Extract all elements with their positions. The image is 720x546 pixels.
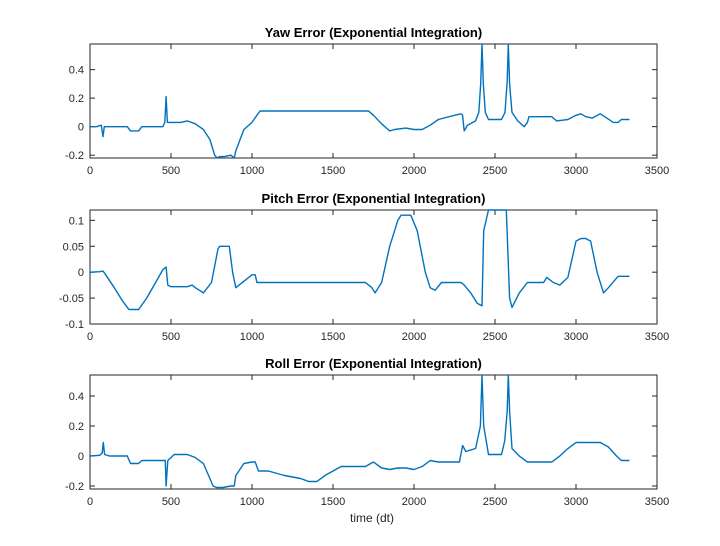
pitch-error-x-tick-label: 3500 (645, 331, 669, 343)
pitch-error-y-tick-label: -0.05 (59, 293, 84, 305)
yaw-error-x-tick-label: 3500 (645, 165, 669, 177)
roll-error-x-tick-label: 3500 (645, 496, 669, 508)
pitch-error-x-tick-label: 2000 (402, 331, 426, 343)
yaw-error-x-tick-label: 500 (162, 165, 180, 177)
pitch-error-y-tick-label: -0.1 (65, 319, 84, 331)
pitch-error-x-tick-label: 500 (162, 331, 180, 343)
yaw-error-x-tick-label: 2500 (483, 165, 507, 177)
pitch-error-panel: Pitch Error (Exponential Integration) 0 5… (59, 191, 669, 343)
roll-error-x-tick-label: 2000 (402, 496, 426, 508)
roll-error-axes (89, 374, 658, 490)
yaw-error-y-tick-label: 0 (78, 122, 84, 134)
yaw-error-x-tick-label: 2000 (402, 165, 426, 177)
roll-error-x-tick-label: 1500 (321, 496, 345, 508)
roll-error-ticks: 0 500 1000 1500 2000 2500 3000 3500-0.200.20.4 (65, 375, 669, 508)
yaw-error-y-tick-label: 0.2 (69, 93, 84, 105)
pitch-error-x-tick-label: 2500 (483, 331, 507, 343)
x-axis-label: time (dt) (350, 511, 394, 525)
pitch-error-y-tick-label: 0.05 (63, 241, 84, 253)
roll-error-x-tick-label: 0 (87, 496, 93, 508)
yaw-error-panel: Yaw Error (Exponential Integration) 0 500… (65, 25, 669, 177)
pitch-error-x-tick-label: 1000 (240, 331, 264, 343)
roll-error-panel: Roll Error (Exponential Integration) 0 50… (65, 356, 669, 508)
yaw-error-y-tick-label: 0.4 (69, 65, 84, 77)
yaw-error-x-tick-label: 0 (87, 165, 93, 177)
roll-error-series-line (89, 374, 630, 489)
pitch-error-ticks: 0 500 1000 1500 2000 2500 3000 3500 -0.1 -0.05 0 0.… (59, 210, 669, 343)
pitch-error-y-tick-label: 0 (78, 267, 84, 279)
pitch-error-x-tick-label: 3000 (564, 331, 588, 343)
pitch-error-axes (89, 209, 658, 325)
roll-error-title: Roll Error (Exponential Integration) (265, 356, 482, 371)
roll-error-x-tick-label: 500 (162, 496, 180, 508)
roll-error-x-tick-label: 1000 (240, 496, 264, 508)
roll-error-x-tick-label: 3000 (564, 496, 588, 508)
yaw-error-x-tick-label: 1000 (240, 165, 264, 177)
pitch-error-y-tick-label: 0.1 (69, 215, 84, 227)
pitch-error-x-tick-label: 0 (87, 331, 93, 343)
yaw-error-y-tick-label: -0.2 (65, 150, 84, 162)
yaw-error-axes (89, 43, 658, 159)
pitch-error-title: Pitch Error (Exponential Integration) (262, 191, 486, 206)
yaw-error-x-tick-label: 3000 (564, 165, 588, 177)
pitch-error-x-tick-label: 1500 (321, 331, 345, 343)
yaw-error-title: Yaw Error (Exponential Integration) (265, 25, 482, 40)
roll-error-y-tick-label: 0.4 (69, 391, 84, 403)
roll-error-y-tick-label: 0.2 (69, 421, 84, 433)
roll-error-y-tick-label: -0.2 (65, 481, 84, 493)
roll-error-y-tick-label: 0 (78, 451, 84, 463)
pitch-error-series-line (89, 209, 630, 311)
yaw-error-ticks: 0 500 1000 1500 2000 2500 3000 3500-0.200.20.4 (65, 44, 669, 177)
yaw-error-x-tick-label: 1500 (321, 165, 345, 177)
roll-error-x-tick-label: 2500 (483, 496, 507, 508)
yaw-error-series-line (90, 43, 630, 159)
